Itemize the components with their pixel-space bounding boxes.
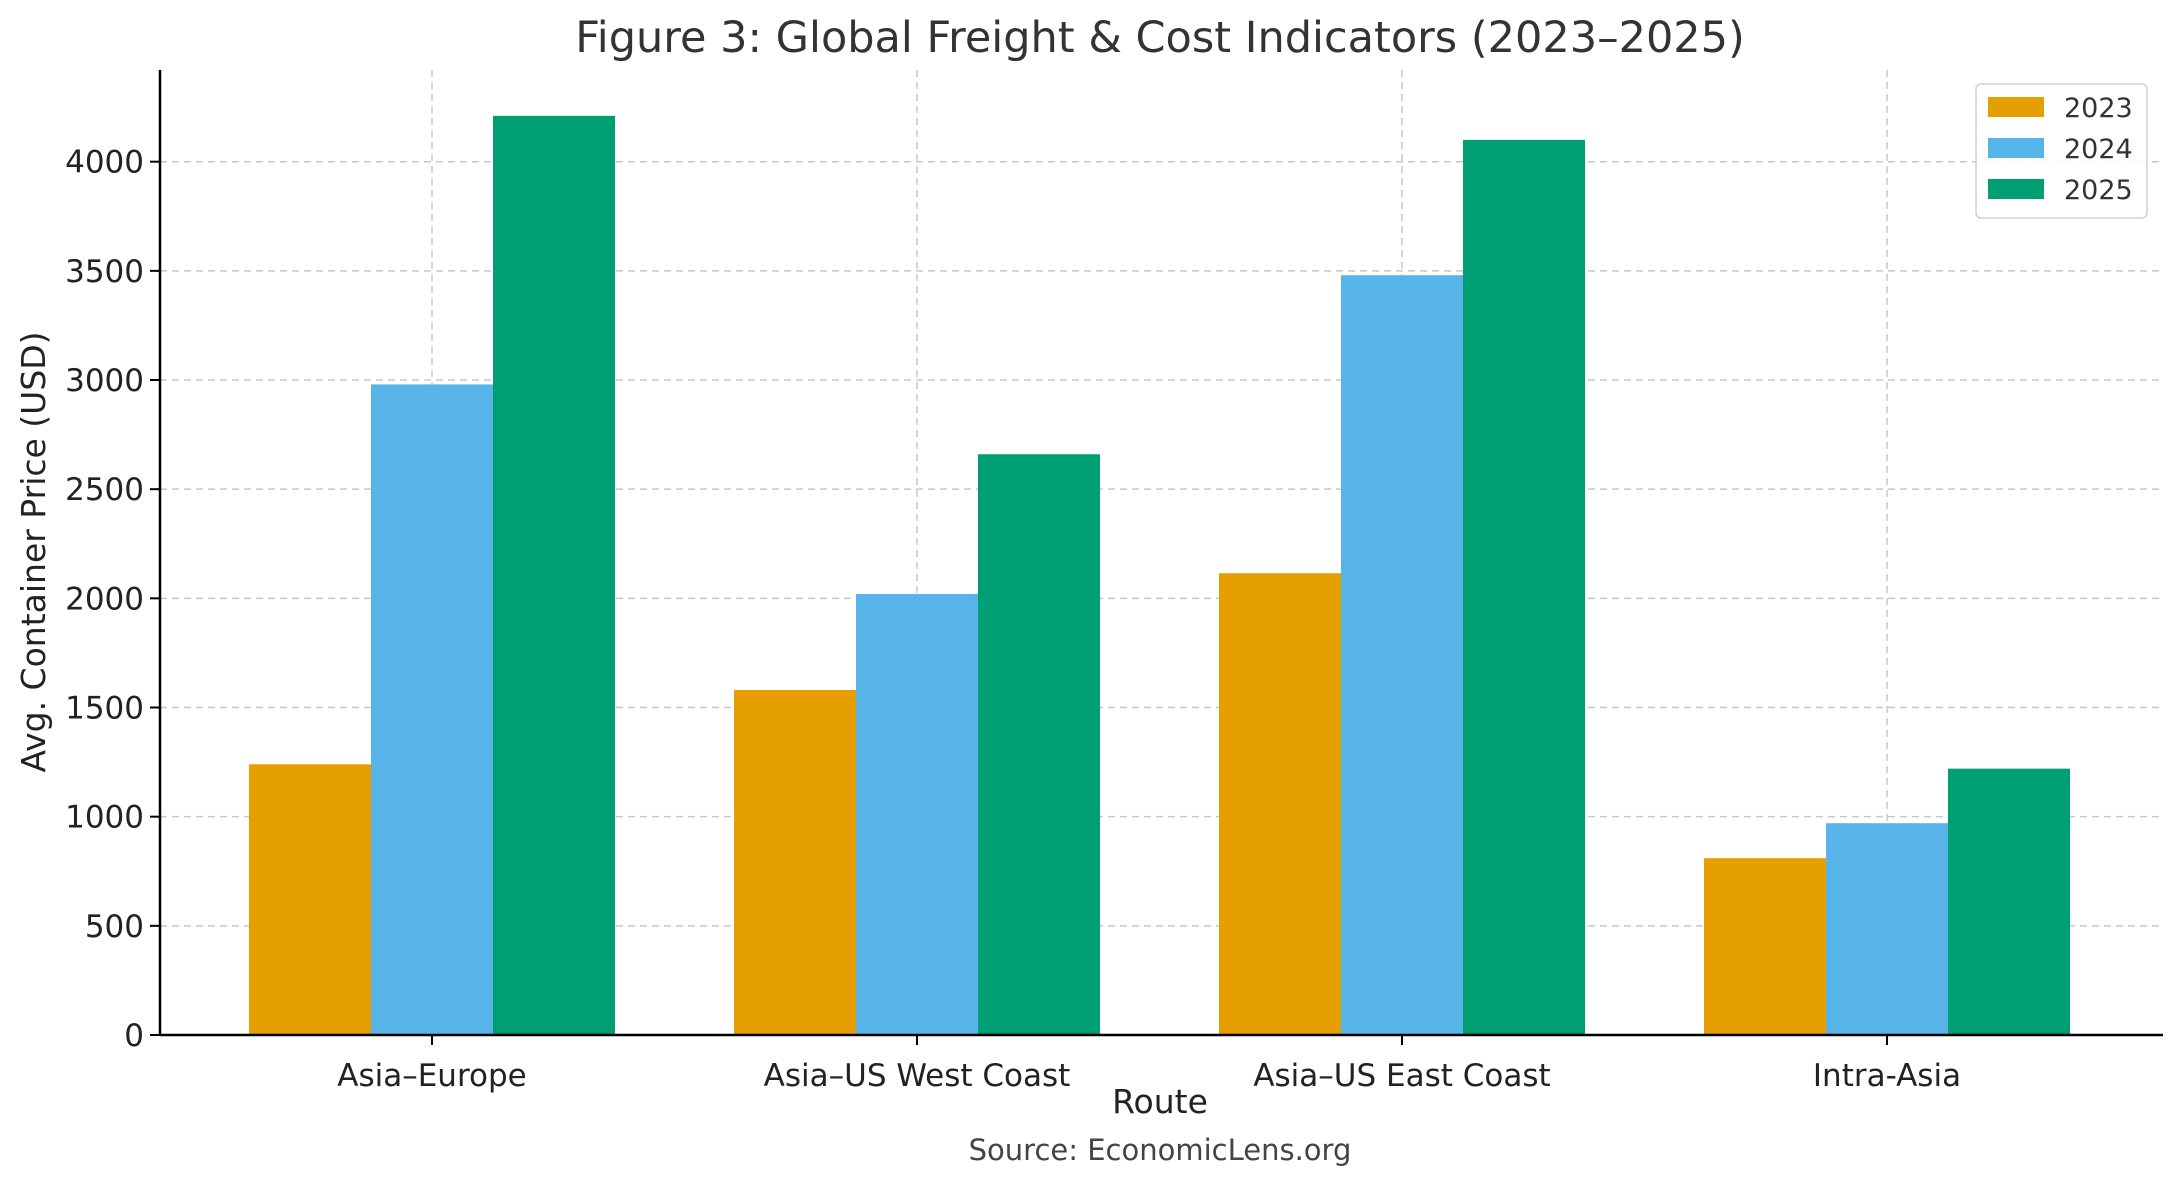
bar-2025-1 bbox=[978, 454, 1100, 1035]
bar-2023-1 bbox=[734, 690, 856, 1035]
legend-label: 2025 bbox=[2064, 175, 2133, 206]
y-tick-label: 3500 bbox=[65, 254, 144, 290]
legend-swatch-2025 bbox=[1988, 179, 2044, 199]
legend: 2023 2024 2025 bbox=[1975, 83, 2148, 219]
x-ticks: Asia–Europe Asia–US West Coast Asia–US Eas… bbox=[337, 1035, 1961, 1094]
x-tick-label: Asia–Europe bbox=[337, 1058, 526, 1094]
bars-layer bbox=[249, 115, 2070, 1036]
y-ticks: 0 500 1000 1500 2000 2500 3000 3500 4000 bbox=[65, 145, 160, 1054]
bar-2024-3 bbox=[1826, 823, 1948, 1035]
bar-2023-2 bbox=[1219, 573, 1341, 1035]
axes-layer bbox=[158, 70, 2163, 1037]
y-axis-label: Avg. Container Price (USD) bbox=[14, 331, 53, 772]
x-tick-label: Asia–US West Coast bbox=[764, 1058, 1071, 1094]
y-tick-label: 500 bbox=[85, 909, 144, 945]
legend-label: 2024 bbox=[2064, 134, 2133, 165]
legend-swatch-2023 bbox=[1988, 97, 2044, 117]
bar-2024-2 bbox=[1341, 275, 1463, 1035]
bar-2025-0 bbox=[493, 115, 615, 1036]
legend-swatch-2024 bbox=[1988, 138, 2044, 158]
y-tick-label: 0 bbox=[124, 1018, 144, 1054]
bar-2024-1 bbox=[856, 593, 978, 1035]
bar-2024-0 bbox=[371, 384, 493, 1035]
y-tick-label: 2000 bbox=[65, 581, 144, 617]
y-tick-label: 1500 bbox=[65, 691, 144, 727]
y-tick-label: 1000 bbox=[65, 800, 144, 836]
y-tick-label: 2500 bbox=[65, 472, 144, 508]
bar-2023-3 bbox=[1704, 858, 1826, 1035]
y-tick-label: 4000 bbox=[65, 145, 144, 181]
chart-title: Figure 3: Global Freight & Cost Indicato… bbox=[575, 13, 1745, 63]
x-tick-label: Asia–US East Coast bbox=[1253, 1058, 1550, 1094]
y-tick-label: 3000 bbox=[65, 363, 144, 399]
x-tick-label: Intra-Asia bbox=[1813, 1058, 1961, 1094]
x-axis-label: Route bbox=[1112, 1082, 1208, 1121]
source-note: Source: EconomicLens.org bbox=[969, 1133, 1352, 1167]
grid-layer bbox=[160, 70, 2163, 1035]
bar-2025-3 bbox=[1948, 768, 2070, 1035]
bar-2023-0 bbox=[249, 764, 371, 1035]
legend-label: 2023 bbox=[2064, 93, 2133, 124]
bar-2025-2 bbox=[1463, 139, 1585, 1035]
